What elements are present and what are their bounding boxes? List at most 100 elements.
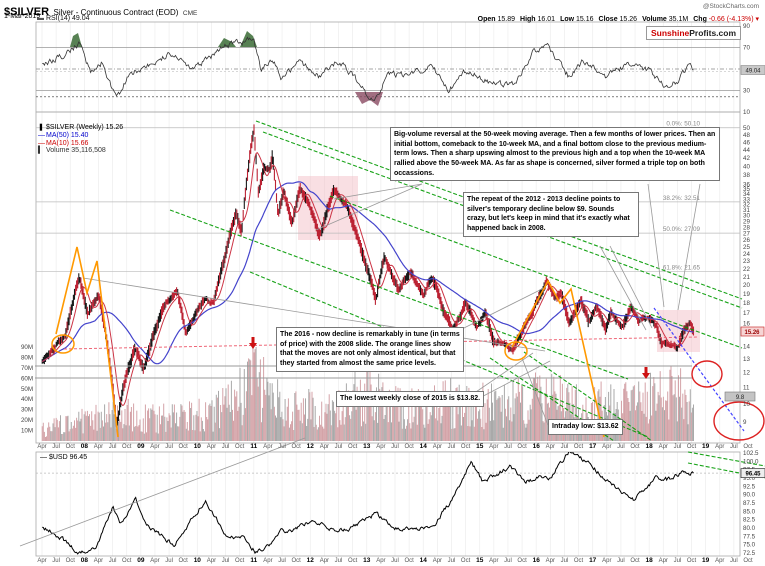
legend-row: —MA(10) 15.66 xyxy=(38,140,123,148)
svg-text:Oct: Oct xyxy=(574,558,584,564)
legend-row: ▍ Volume 35,116,508 xyxy=(38,147,123,155)
svg-text:10M: 10M xyxy=(21,428,33,435)
svg-text:12: 12 xyxy=(307,443,315,450)
svg-text:Oct: Oct xyxy=(630,558,640,564)
svg-text:Oct: Oct xyxy=(517,558,527,564)
svg-text:19: 19 xyxy=(743,291,750,298)
svg-text:70: 70 xyxy=(743,45,750,52)
svg-text:36: 36 xyxy=(743,181,750,188)
svg-text:90.0: 90.0 xyxy=(743,492,756,499)
svg-text:11: 11 xyxy=(250,557,257,564)
svg-text:08: 08 xyxy=(81,443,89,450)
red-ellipse-marker xyxy=(691,360,723,388)
annotation-box-intraday-low: Intraday low: $13.62 xyxy=(548,419,623,435)
symbol: $SILVER xyxy=(4,6,50,18)
svg-text:Apr: Apr xyxy=(376,558,385,564)
svg-text:Apr: Apr xyxy=(376,444,385,450)
svg-text:10: 10 xyxy=(194,443,202,450)
ohlc-value: 15.16 xyxy=(574,16,594,23)
svg-text:22: 22 xyxy=(743,266,750,273)
red-down-arrow-icon xyxy=(642,367,650,379)
svg-text:Apr: Apr xyxy=(489,558,498,564)
svg-text:09: 09 xyxy=(137,443,145,450)
svg-text:14: 14 xyxy=(420,557,428,564)
svg-text:15: 15 xyxy=(476,443,484,450)
svg-text:92.5: 92.5 xyxy=(743,483,756,490)
svg-text:19: 19 xyxy=(702,443,710,450)
svg-text:87.5: 87.5 xyxy=(743,500,756,507)
orange-comparison-line xyxy=(55,246,119,438)
svg-text:Oct: Oct xyxy=(291,558,301,564)
svg-text:21: 21 xyxy=(743,274,750,281)
projection-line xyxy=(653,307,745,432)
symbol-description: Silver - Continuous Contract (EOD) xyxy=(53,8,179,17)
ohlc-label: Volume xyxy=(642,16,667,23)
svg-text:Oct: Oct xyxy=(517,444,527,450)
svg-text:Jul: Jul xyxy=(730,558,738,564)
svg-text:23: 23 xyxy=(743,258,750,265)
svg-text:Apr: Apr xyxy=(715,444,724,450)
svg-text:Jul: Jul xyxy=(561,558,569,564)
orange-circle-marker xyxy=(51,334,75,354)
indicator-icon: ▬ xyxy=(37,15,44,22)
rsi-panel-border xyxy=(35,21,741,113)
svg-text:38: 38 xyxy=(743,172,750,179)
svg-text:Apr: Apr xyxy=(433,558,442,564)
channel-line xyxy=(329,195,743,349)
svg-text:18: 18 xyxy=(743,300,750,307)
ohlc-value: 16.01 xyxy=(535,16,556,23)
channel-line xyxy=(169,209,629,380)
callout-line xyxy=(609,245,653,329)
svg-text:28: 28 xyxy=(743,224,750,231)
callout-line xyxy=(521,357,549,426)
svg-text:Jul: Jul xyxy=(278,444,286,450)
svg-text:Apr: Apr xyxy=(37,558,46,564)
candlestick-icon: ❚ xyxy=(38,124,44,131)
svg-text:Apr: Apr xyxy=(263,444,272,450)
main-legend: ❚ $SILVER (Weekly) 15.26 —MA(50) 15.40 —MA(… xyxy=(38,124,123,155)
svg-text:13: 13 xyxy=(363,443,371,450)
sunshine-profits-logo[interactable]: SunshineProfits.com xyxy=(646,26,742,40)
svg-text:31: 31 xyxy=(743,207,750,214)
rsi-plot xyxy=(42,36,694,102)
svg-text:Oct: Oct xyxy=(461,444,471,450)
svg-text:17: 17 xyxy=(589,557,597,564)
svg-text:Apr: Apr xyxy=(433,444,442,450)
svg-text:Oct: Oct xyxy=(348,558,358,564)
svg-text:15.26: 15.26 xyxy=(744,330,760,336)
svg-text:30: 30 xyxy=(743,87,750,94)
svg-text:Oct: Oct xyxy=(687,558,697,564)
orange-circle-marker xyxy=(504,341,528,361)
chg-down-icon: ▾ xyxy=(753,16,759,23)
svg-text:14: 14 xyxy=(420,443,428,450)
line-icon: — xyxy=(38,139,45,147)
callout-line xyxy=(82,277,546,352)
svg-text:24: 24 xyxy=(743,251,750,258)
svg-text:Apr: Apr xyxy=(489,444,498,450)
ohlc-value: 15.89 xyxy=(495,16,516,23)
svg-text:100.0: 100.0 xyxy=(743,458,759,465)
annotation-box-2016-decline: The 2016 - now decline is remarkably in … xyxy=(276,327,464,372)
svg-text:50M: 50M xyxy=(21,386,33,393)
rsi-line xyxy=(42,36,694,102)
channel-line xyxy=(687,462,765,479)
main-panel-border xyxy=(35,111,741,444)
svg-text:12: 12 xyxy=(307,557,315,564)
svg-text:30: 30 xyxy=(743,213,750,220)
ohlc-value: 35.1M xyxy=(666,16,689,23)
svg-text:14: 14 xyxy=(743,343,750,350)
svg-text:Jul: Jul xyxy=(109,444,117,450)
svg-text:Jul: Jul xyxy=(165,558,173,564)
callout-line xyxy=(333,183,423,200)
svg-text:10: 10 xyxy=(743,401,750,408)
main-plot xyxy=(41,124,695,441)
svg-text:Apr: Apr xyxy=(37,444,46,450)
svg-text:Jul: Jul xyxy=(222,558,230,564)
svg-text:82.5: 82.5 xyxy=(743,517,756,524)
svg-text:13: 13 xyxy=(743,356,750,363)
ohlc-label: Low xyxy=(560,16,575,23)
ohlc-value: 15.26 xyxy=(617,16,638,23)
svg-text:Oct: Oct xyxy=(66,558,76,564)
line-icon: — xyxy=(38,131,45,139)
svg-text:Oct: Oct xyxy=(348,444,358,450)
